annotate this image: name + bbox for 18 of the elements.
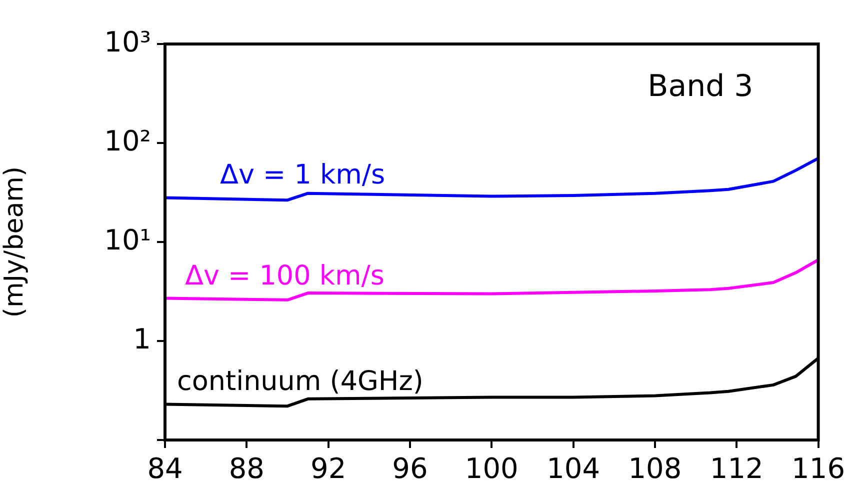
y-tick-label: 10² [104, 124, 151, 158]
x-tick-label: 84 [147, 452, 183, 486]
x-tick-label: 112 [710, 452, 764, 486]
y-tick-label: 10¹ [104, 223, 151, 256]
series-label: Δv = 1 km/s [220, 160, 386, 191]
x-tick-label: 116 [792, 452, 846, 486]
series-label: continuum (4GHz) [177, 366, 424, 398]
y-tick-label: 10³ [104, 25, 151, 58]
y-axis-title: (mJy/beam) [0, 166, 30, 318]
x-tick-label: 108 [628, 452, 682, 486]
text: Band 3 [648, 69, 754, 104]
x-tick-label: 88 [228, 452, 264, 486]
x-tick-label: 104 [546, 452, 600, 486]
x-tick-label: 100 [464, 452, 518, 486]
series-label: Δv = 100 km/s [185, 260, 384, 292]
x-tick-label: 92 [310, 452, 346, 486]
x-tick-label: 96 [392, 452, 428, 486]
y-tick-label: 1 [133, 322, 151, 356]
